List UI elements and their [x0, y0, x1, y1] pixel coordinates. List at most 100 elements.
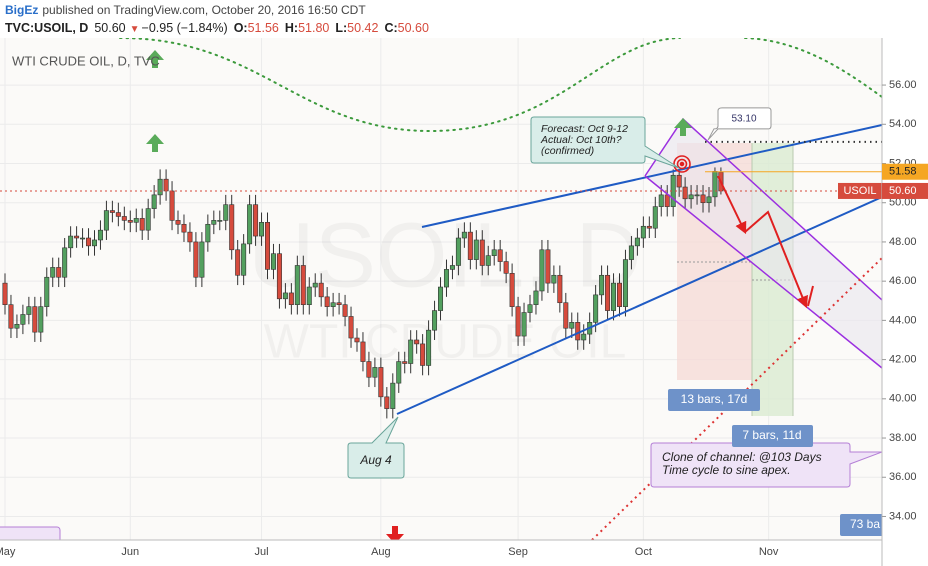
x-tick-label: Sep	[508, 546, 528, 558]
candle-body	[211, 220, 217, 225]
candle-body	[366, 361, 372, 378]
candle-body	[318, 282, 324, 298]
candle-body	[676, 174, 682, 188]
candle-body	[354, 337, 360, 343]
symbol-line: TVC:USOIL, D 50.60 ▼ −0.95 (−1.84%) O:51.56 H…	[5, 21, 429, 35]
candle-body	[276, 253, 282, 300]
candle-body	[438, 286, 444, 311]
price-axis-bg	[882, 38, 928, 566]
candle-body	[247, 204, 253, 245]
callout-text: Forecast: Oct 9-12	[541, 123, 628, 135]
level-tag	[882, 163, 928, 180]
candle-body	[312, 282, 318, 288]
y-tick-label: 54.00	[889, 118, 917, 130]
candle-body	[640, 225, 646, 239]
legend: WTI CRUDE OIL, D, TVC	[12, 53, 160, 68]
sine-cycle	[119, 38, 882, 133]
y-tick-label: 36.00	[889, 471, 917, 483]
candle-body	[44, 276, 50, 307]
candle-body	[229, 204, 235, 251]
candle-body	[491, 249, 497, 256]
candle-body	[599, 274, 605, 296]
y-tick-label: 56.00	[889, 79, 917, 91]
candle-body	[527, 304, 533, 313]
candle-body	[342, 304, 348, 317]
callout-text: Clone of channel: @103 Days	[662, 450, 822, 464]
candle-body	[426, 329, 432, 366]
price-tag	[882, 182, 928, 199]
ohlc-key: L:	[335, 21, 347, 35]
last-price-tag	[838, 182, 882, 199]
header-bg	[0, 0, 928, 38]
candle-body	[384, 396, 390, 409]
clone-callout-partial	[0, 526, 61, 540]
last-price-name: USOIL	[843, 185, 876, 197]
candle-body	[372, 367, 378, 378]
candle-body	[539, 249, 545, 292]
bars-label-bg	[840, 514, 882, 536]
candle-body	[390, 382, 396, 409]
x-tick-label: Jun	[121, 546, 139, 558]
levels: USOIL 53.10	[0, 107, 882, 199]
candle-body	[420, 343, 426, 366]
bars-label-bg	[668, 389, 760, 411]
y-tick-label: 50.00	[889, 197, 917, 209]
ohlc-value: 50.60	[398, 21, 429, 35]
bars-label: 7 bars, 11d	[742, 428, 801, 442]
candle-body	[109, 210, 115, 213]
candle-body	[664, 194, 670, 207]
candle-body	[38, 306, 44, 333]
candle-body	[187, 231, 193, 243]
candle-body	[360, 341, 366, 362]
candle-body	[145, 208, 151, 231]
candle-body	[97, 229, 103, 241]
candle-body	[432, 310, 438, 331]
candle-body	[575, 322, 581, 341]
candle-body	[32, 306, 38, 333]
candle-body	[443, 269, 449, 288]
symbol: TVC:USOIL, D	[5, 21, 88, 35]
candle-body	[193, 241, 199, 278]
candle-body	[414, 339, 420, 345]
candle-body	[593, 294, 599, 323]
publish-line: BigEz published on TradingView.com, Octob…	[5, 3, 366, 17]
candle-body	[324, 296, 330, 307]
candle-body	[294, 265, 300, 305]
ohlc-value: 50.42	[347, 21, 378, 35]
forecast-arrow	[717, 175, 747, 235]
candle-body	[115, 212, 121, 217]
published: published on TradingView.com, October 20…	[42, 3, 366, 17]
bars-label: 73 ba	[850, 517, 880, 531]
candle-body	[563, 302, 569, 329]
candle-body	[479, 239, 485, 266]
candle-body	[700, 194, 706, 204]
candle-body	[634, 237, 640, 247]
candles	[2, 167, 724, 419]
candle-body	[622, 259, 628, 307]
candle-body	[74, 235, 80, 239]
candle-body	[169, 190, 175, 221]
candle-body	[80, 237, 86, 240]
y-tick-label: 34.00	[889, 510, 917, 522]
candle-body	[199, 241, 205, 278]
candle-body	[646, 225, 652, 229]
clone-callout	[650, 442, 882, 488]
candle-body	[139, 218, 145, 231]
level-callout	[707, 107, 772, 141]
candle-body	[217, 220, 223, 222]
candle-body	[455, 237, 461, 266]
up-arrows	[146, 50, 692, 152]
channel-fill	[645, 119, 882, 368]
candle-body	[2, 282, 8, 305]
candle-body	[581, 333, 587, 341]
x-tick-label: Nov	[759, 546, 779, 558]
candle-body	[336, 302, 342, 305]
candle-body	[103, 210, 109, 231]
ohlc-key: O:	[234, 21, 248, 35]
ohlc-key: H:	[285, 21, 298, 35]
candle-body	[706, 196, 712, 204]
author[interactable]: BigEz	[5, 3, 38, 17]
candle-body	[62, 247, 68, 278]
